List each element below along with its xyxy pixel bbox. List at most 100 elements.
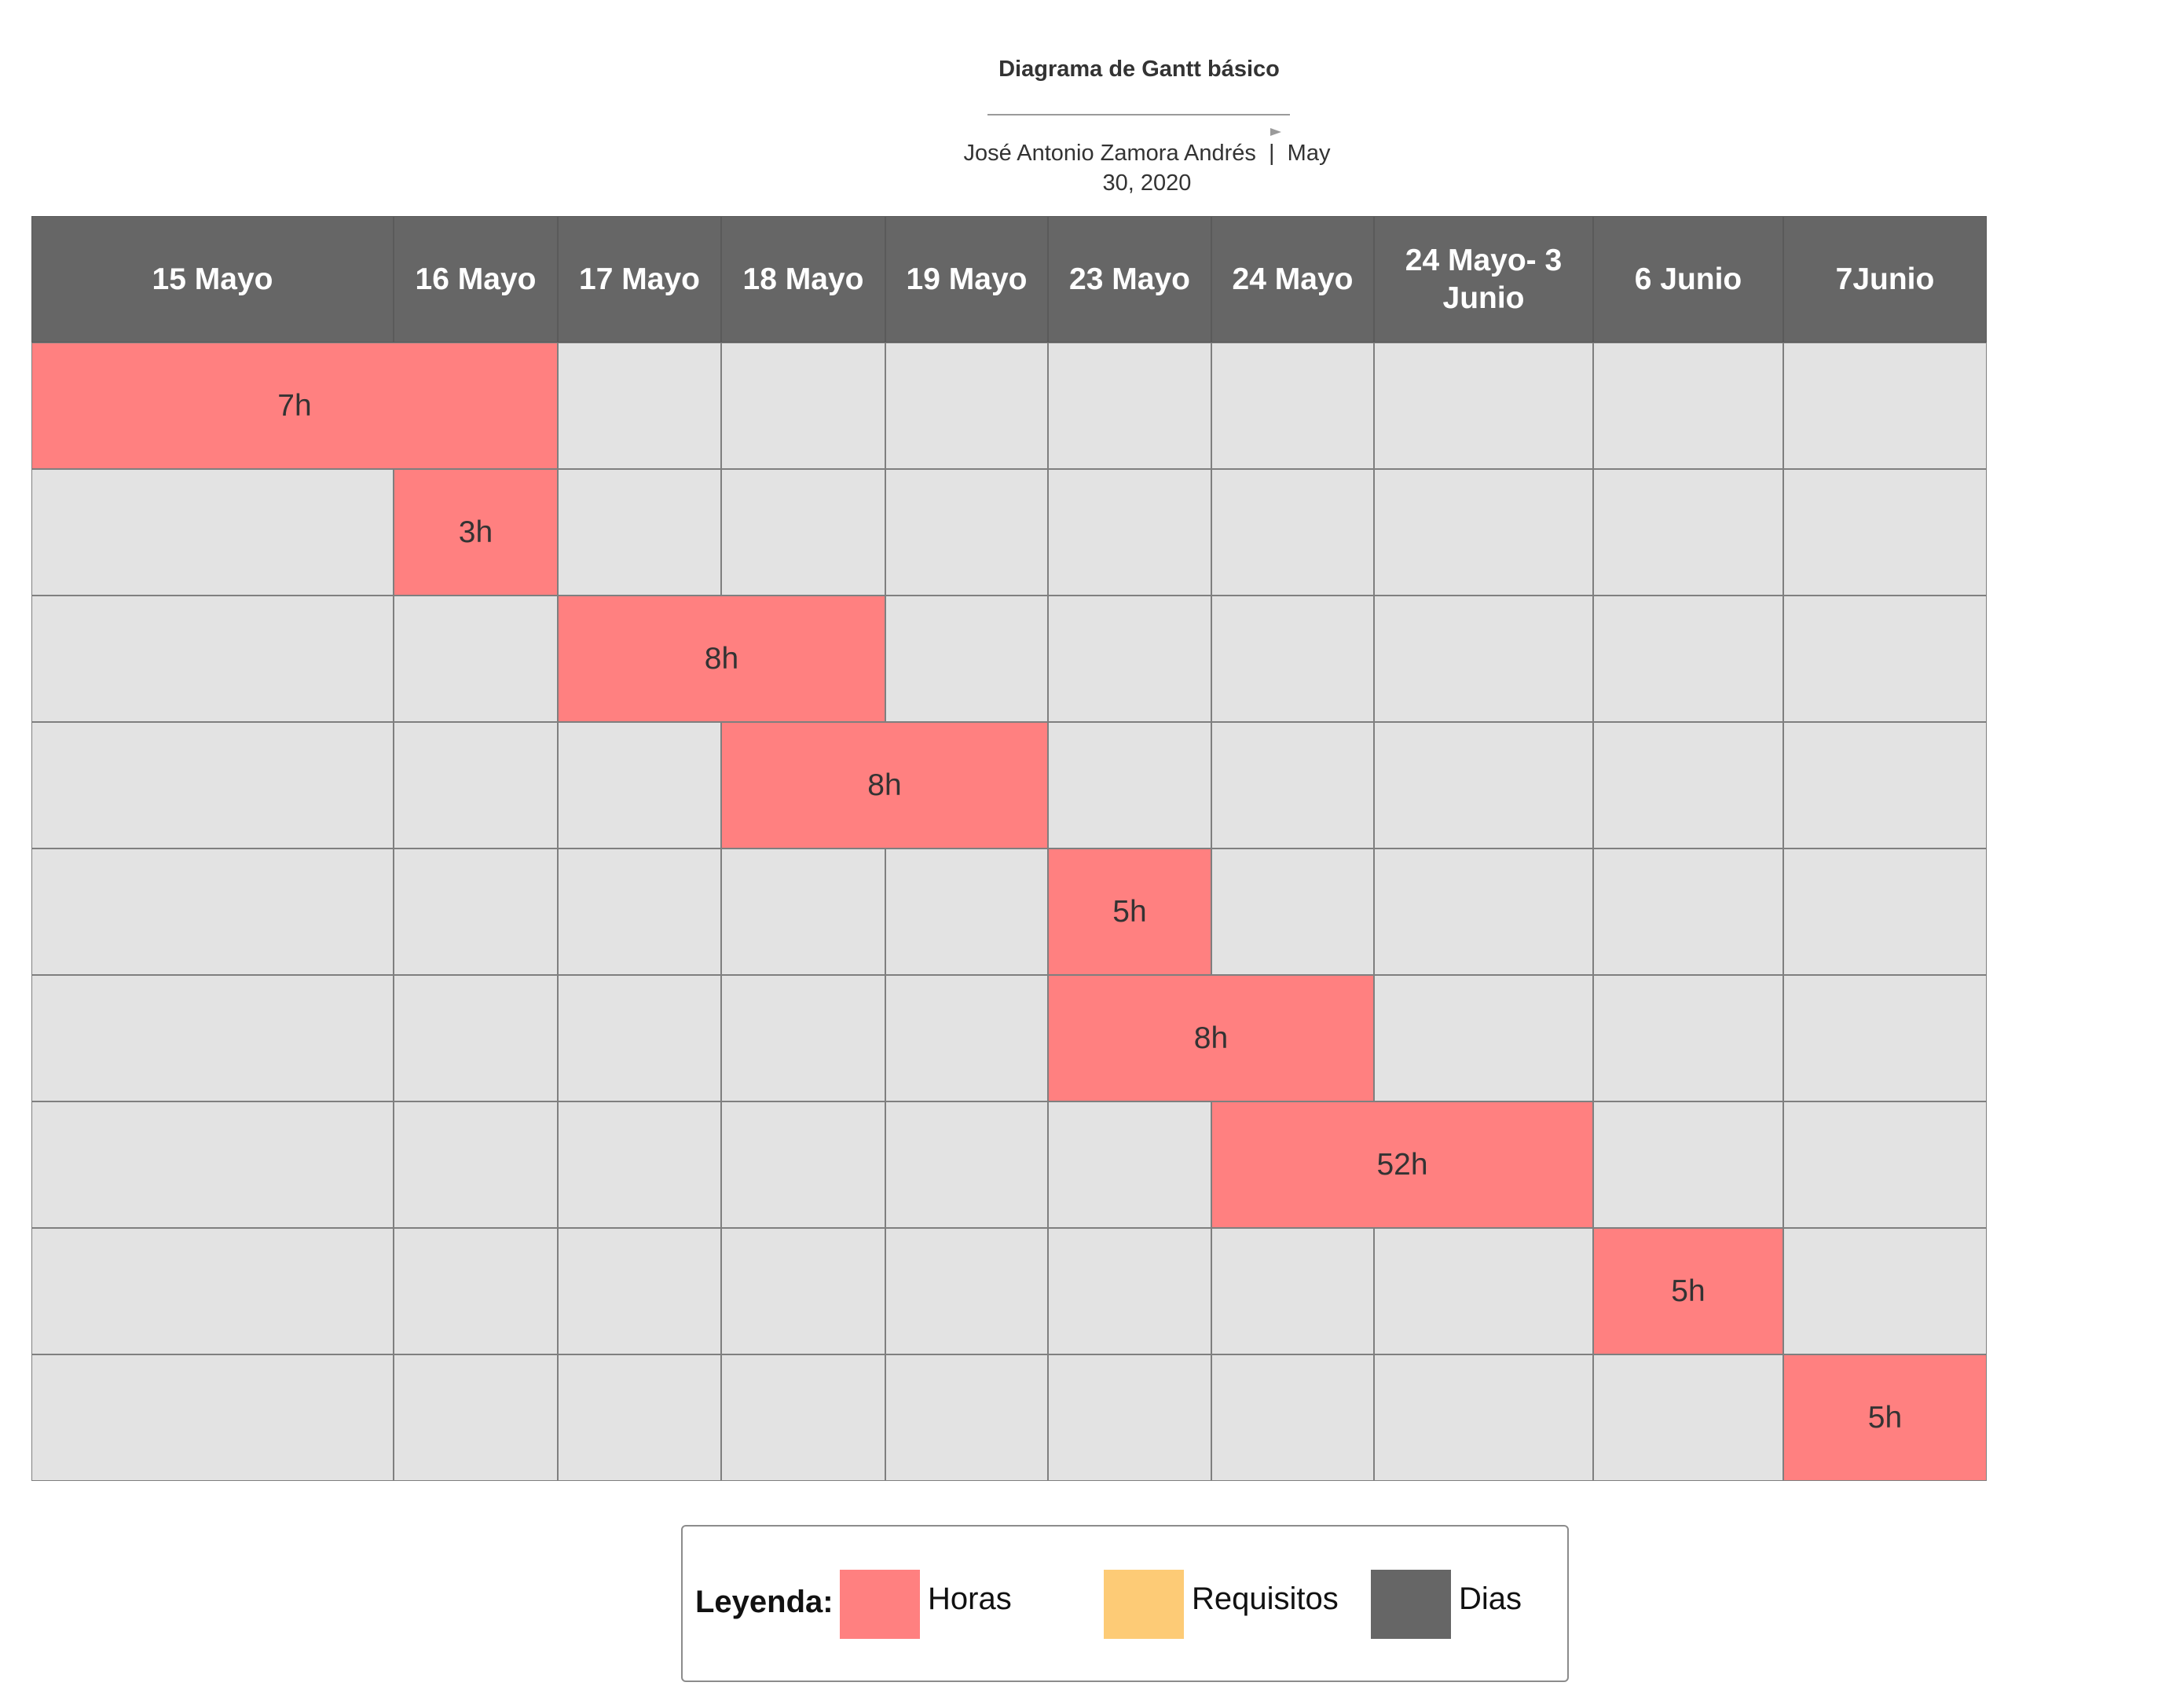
grid-cell xyxy=(31,722,394,849)
grid-cell xyxy=(558,343,721,469)
column-header: 23 Mayo xyxy=(1048,216,1211,343)
column-header: 19 Mayo xyxy=(885,216,1048,343)
task-bar: 7h xyxy=(31,343,558,469)
grid-cell xyxy=(558,1228,721,1354)
grid-cell xyxy=(1048,1101,1211,1228)
grid-cell xyxy=(885,975,1048,1101)
grid-cell xyxy=(394,596,558,722)
grid-cell xyxy=(1048,469,1211,596)
author-date-line1: José Antonio Zamora Andrés | May xyxy=(963,141,1331,166)
legend-label-dias: Dias xyxy=(1459,1582,1522,1616)
column-header: 18 Mayo xyxy=(721,216,885,343)
grid-cell xyxy=(1593,1101,1783,1228)
column-header: 6 Junio xyxy=(1593,216,1783,343)
grid-cell xyxy=(721,1228,885,1354)
grid-cell xyxy=(1593,849,1783,975)
diagram-title: Diagrama de Gantt básico xyxy=(998,57,1280,82)
grid-cell xyxy=(31,469,394,596)
grid-cell xyxy=(1048,596,1211,722)
grid-cell xyxy=(885,596,1048,722)
grid-cell xyxy=(1593,596,1783,722)
grid-cell xyxy=(1374,849,1593,975)
grid-cell xyxy=(1374,722,1593,849)
column-header: 7Junio xyxy=(1783,216,1987,343)
task-bar: 5h xyxy=(1593,1228,1783,1354)
divider-arrow-icon xyxy=(1270,128,1281,136)
legend-swatch-dias xyxy=(1371,1570,1451,1639)
grid-cell xyxy=(721,1354,885,1481)
title-divider xyxy=(987,114,1290,115)
grid-cell xyxy=(721,343,885,469)
column-header: 16 Mayo xyxy=(394,216,558,343)
grid-cell xyxy=(1374,975,1593,1101)
grid-cell xyxy=(1783,469,1987,596)
grid-cell xyxy=(1783,1101,1987,1228)
grid-cell xyxy=(31,1228,394,1354)
grid-cell xyxy=(558,849,721,975)
grid-cell xyxy=(1211,849,1374,975)
grid-cell xyxy=(1048,1354,1211,1481)
grid-cell xyxy=(558,975,721,1101)
column-header: 24 Mayo- 3 Junio xyxy=(1374,216,1593,343)
column-header: 17 Mayo xyxy=(558,216,721,343)
grid-cell xyxy=(1593,1354,1783,1481)
legend-title: Leyenda: xyxy=(695,1585,834,1619)
grid-cell xyxy=(1374,469,1593,596)
grid-cell xyxy=(1374,596,1593,722)
grid-cell xyxy=(31,596,394,722)
grid-cell xyxy=(1211,469,1374,596)
grid-cell xyxy=(31,1101,394,1228)
grid-cell xyxy=(721,975,885,1101)
grid-cell xyxy=(885,343,1048,469)
grid-cell xyxy=(1211,722,1374,849)
grid-cell xyxy=(1211,596,1374,722)
grid-cell xyxy=(31,975,394,1101)
task-bar: 8h xyxy=(721,722,1048,849)
grid-cell xyxy=(394,1228,558,1354)
grid-cell xyxy=(1593,975,1783,1101)
grid-cell xyxy=(885,849,1048,975)
grid-cell xyxy=(1048,343,1211,469)
grid-cell xyxy=(1783,975,1987,1101)
grid-cell xyxy=(558,1101,721,1228)
grid-cell xyxy=(1048,1228,1211,1354)
grid-cell xyxy=(1783,1228,1987,1354)
grid-cell xyxy=(394,849,558,975)
column-header: 24 Mayo xyxy=(1211,216,1374,343)
grid-cell xyxy=(1211,1354,1374,1481)
legend-swatch-requisitos xyxy=(1104,1570,1184,1639)
grid-cell xyxy=(1048,722,1211,849)
grid-cell xyxy=(558,722,721,849)
grid-cell xyxy=(885,1101,1048,1228)
grid-cell xyxy=(1211,1228,1374,1354)
grid-cell xyxy=(1211,343,1374,469)
task-bar: 5h xyxy=(1048,849,1211,975)
legend-label-horas: Horas xyxy=(928,1582,1012,1616)
grid-cell xyxy=(31,1354,394,1481)
grid-cell xyxy=(558,1354,721,1481)
grid-cell xyxy=(394,722,558,849)
grid-cell xyxy=(1374,1354,1593,1481)
grid-cell xyxy=(31,849,394,975)
grid-cell xyxy=(1593,722,1783,849)
author-date-line2: 30, 2020 xyxy=(1102,170,1192,196)
grid-cell xyxy=(721,1101,885,1228)
grid-cell xyxy=(1374,343,1593,469)
gantt-chart: 15 Mayo 16 Mayo 17 Mayo 18 Mayo 19 Mayo 23 Ma… xyxy=(31,216,2144,1481)
grid-cell xyxy=(1374,1228,1593,1354)
grid-cell xyxy=(394,1354,558,1481)
legend: Leyenda: Horas Requisitos Dias xyxy=(681,1525,1569,1682)
grid-cell xyxy=(1593,343,1783,469)
grid-cell xyxy=(394,975,558,1101)
grid-cell xyxy=(1783,849,1987,975)
grid-cell xyxy=(721,849,885,975)
grid-cell xyxy=(885,1354,1048,1481)
column-header: 15 Mayo xyxy=(31,216,394,343)
task-bar: 8h xyxy=(558,596,885,722)
grid-cell xyxy=(1783,596,1987,722)
legend-swatch-horas xyxy=(840,1570,920,1639)
grid-cell xyxy=(1783,343,1987,469)
grid-cell xyxy=(1783,722,1987,849)
diagram-header: Diagrama de Gantt básico José Antonio Za… xyxy=(0,0,2169,212)
task-bar: 3h xyxy=(394,469,558,596)
